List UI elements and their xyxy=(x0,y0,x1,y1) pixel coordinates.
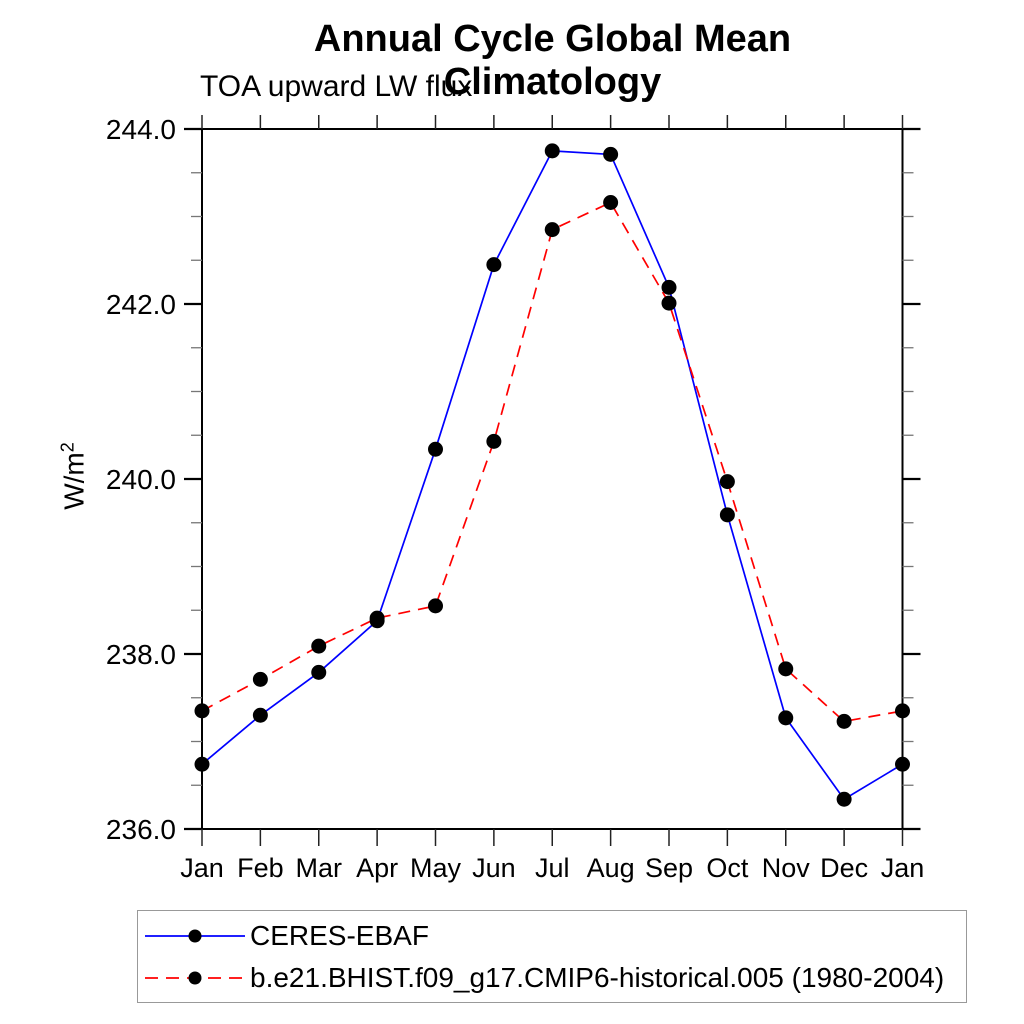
y-tick-label: 240.0 xyxy=(106,464,176,495)
data-point xyxy=(603,195,619,210)
x-tick-label: Nov xyxy=(762,853,811,883)
legend-box: CERES-EBAF b.e21.BHIST.f09_g17.CMIP6-his… xyxy=(137,910,967,1003)
legend-marker-dot-icon xyxy=(188,971,202,984)
x-tick-label: Apr xyxy=(356,853,398,883)
x-tick-label: Sep xyxy=(645,853,693,883)
legend-sample-solid-line xyxy=(145,929,245,942)
data-point xyxy=(428,598,443,614)
series-line-model xyxy=(201,201,903,723)
legend-sample-dashed-line xyxy=(145,971,245,984)
data-point xyxy=(194,703,210,719)
data-point xyxy=(194,756,210,772)
x-tick-label: Jan xyxy=(180,853,224,883)
data-point xyxy=(778,710,794,726)
x-tick-label: Aug xyxy=(587,853,635,883)
x-tick-label: Jan xyxy=(881,853,925,883)
chart-subtitle: TOA upward LW flux xyxy=(200,70,473,103)
data-point xyxy=(252,671,268,687)
x-tick-label: Mar xyxy=(296,853,343,883)
legend-item-ceres: CERES-EBAF xyxy=(144,915,966,957)
data-point xyxy=(486,257,502,273)
plot-svg: 236.0 238.0 240.0 242.0 244.0 Jan Feb Mar Apr May… xyxy=(106,114,925,883)
y-tick-label: 236.0 xyxy=(106,814,176,845)
x-tick-label: Jul xyxy=(535,853,570,883)
legend-marker-dot-icon xyxy=(188,929,202,942)
legend-item-model: b.e21.BHIST.f09_g17.CMIP6-historical.005… xyxy=(144,957,966,999)
x-tick-label: May xyxy=(410,853,462,883)
data-point xyxy=(311,664,327,680)
legend-label-ceres: CERES-EBAF xyxy=(250,919,429,951)
data-point xyxy=(544,222,560,238)
data-point xyxy=(778,661,794,677)
data-point xyxy=(719,474,735,490)
y-tick-label: 242.0 xyxy=(106,289,176,320)
data-point xyxy=(252,707,268,723)
data-point xyxy=(895,703,910,719)
data-point xyxy=(661,279,677,295)
x-tick-label: Jun xyxy=(472,853,516,883)
data-point xyxy=(895,756,910,772)
data-point xyxy=(486,433,502,449)
series-line-ceres xyxy=(201,150,903,801)
y-tick-label: 238.0 xyxy=(106,639,176,670)
y-tick-label: 244.0 xyxy=(106,114,176,145)
data-point xyxy=(661,295,677,311)
data-point xyxy=(603,146,619,162)
legend-label-model: b.e21.BHIST.f09_g17.CMIP6-historical.005… xyxy=(250,961,945,993)
data-point xyxy=(836,713,852,729)
x-tick-label: Dec xyxy=(820,853,868,883)
data-point xyxy=(428,441,443,457)
x-tick-label: Oct xyxy=(706,853,749,883)
data-point xyxy=(369,610,385,626)
data-point xyxy=(719,507,735,523)
data-point xyxy=(311,638,327,654)
data-point xyxy=(544,143,560,159)
x-tick-label: Feb xyxy=(237,853,284,883)
chart-title: Annual Cycle Global Mean Climatology xyxy=(313,18,792,103)
data-point xyxy=(836,791,852,807)
